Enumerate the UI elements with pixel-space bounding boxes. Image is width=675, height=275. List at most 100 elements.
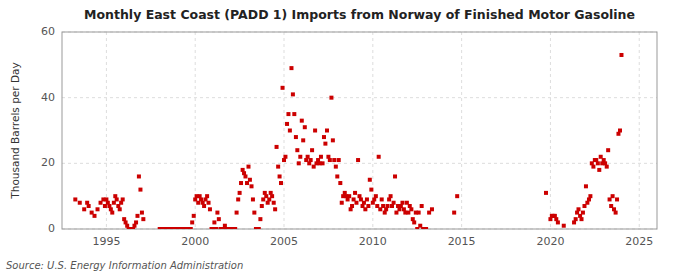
point <box>283 155 287 159</box>
background <box>0 0 675 275</box>
point <box>424 227 428 229</box>
y-tick-label: 40 <box>41 91 55 104</box>
point <box>323 142 327 146</box>
point <box>556 220 560 224</box>
point <box>275 145 279 149</box>
point <box>350 204 354 208</box>
axes: 02040601995200020052010201520202025 <box>41 25 657 248</box>
point <box>614 211 618 215</box>
point <box>289 66 293 70</box>
point <box>297 161 301 165</box>
point <box>215 211 219 215</box>
x-grid-line <box>550 32 551 229</box>
point <box>322 135 326 139</box>
point <box>140 211 144 215</box>
point <box>233 227 237 229</box>
x-grid-line <box>639 32 640 229</box>
y-grid-line <box>62 163 657 164</box>
x-grid-line <box>461 32 462 229</box>
point <box>353 191 357 195</box>
point <box>368 178 372 182</box>
point <box>285 122 289 126</box>
point <box>596 161 600 165</box>
point <box>366 204 370 208</box>
point <box>246 165 250 169</box>
point <box>380 197 384 201</box>
y-tick-label: 20 <box>41 156 55 169</box>
point <box>135 214 139 218</box>
point <box>392 201 396 205</box>
title: Monthly East Coast (PADD 1) Imports from… <box>84 7 635 22</box>
point <box>606 148 610 152</box>
point <box>291 92 295 96</box>
y-tick-label: 0 <box>48 222 55 235</box>
point <box>420 204 424 208</box>
point <box>248 178 252 182</box>
x-tick-label: 1995 <box>92 235 120 248</box>
point <box>328 158 332 162</box>
point <box>250 184 254 188</box>
point <box>207 201 211 205</box>
point <box>87 204 91 208</box>
point <box>202 204 206 208</box>
y-axis-label: Thousand Barrels per Day <box>9 62 21 199</box>
point <box>118 207 122 211</box>
point <box>300 119 304 123</box>
x-tick-label: 2005 <box>270 235 298 248</box>
point <box>412 220 416 224</box>
point <box>574 217 578 221</box>
point <box>270 194 274 198</box>
x-tick-label: 2010 <box>359 235 387 248</box>
point <box>584 184 588 188</box>
point <box>115 197 119 201</box>
point <box>238 191 242 195</box>
point <box>325 129 329 133</box>
point <box>562 224 566 228</box>
point <box>377 155 381 159</box>
point <box>544 191 548 195</box>
point <box>292 112 296 116</box>
point <box>192 214 196 218</box>
point <box>335 174 339 178</box>
y-grid-line <box>62 97 657 98</box>
point <box>332 158 336 162</box>
point <box>303 125 307 129</box>
point <box>386 204 390 208</box>
point <box>96 207 100 211</box>
point <box>273 207 277 211</box>
point <box>321 161 325 165</box>
point <box>272 201 276 205</box>
point <box>252 211 256 215</box>
points <box>73 53 623 229</box>
point <box>243 174 247 178</box>
point <box>452 211 456 215</box>
point <box>588 194 592 198</box>
point <box>409 207 413 211</box>
point <box>251 197 255 201</box>
point <box>288 129 292 133</box>
plot-frame <box>62 32 657 229</box>
point <box>389 194 393 198</box>
x-tick-label: 2020 <box>536 235 564 248</box>
point <box>281 86 285 90</box>
point <box>356 158 360 162</box>
point <box>400 201 404 205</box>
point <box>605 165 609 169</box>
point <box>337 158 341 162</box>
point <box>338 181 342 185</box>
point <box>576 207 580 211</box>
point <box>82 207 86 211</box>
point <box>597 168 601 172</box>
point <box>301 138 305 142</box>
point <box>455 194 459 198</box>
point <box>205 194 209 198</box>
point <box>110 211 114 215</box>
point <box>214 227 218 229</box>
point <box>340 201 344 205</box>
point <box>276 165 280 169</box>
point <box>190 220 194 224</box>
point <box>310 148 314 152</box>
x-tick-label: 2000 <box>181 235 209 248</box>
point <box>278 174 282 178</box>
point <box>134 220 138 224</box>
